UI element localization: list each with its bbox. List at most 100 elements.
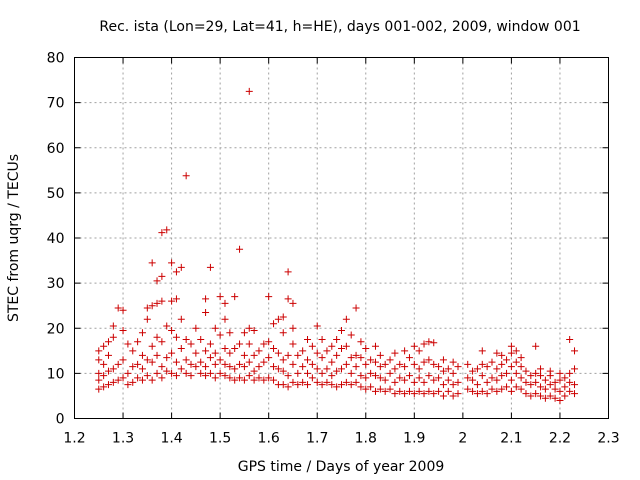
data-point [488, 374, 496, 382]
y-tick-labels: 0 10 20 30 40 50 60 70 80 [47, 51, 65, 428]
data-point [381, 376, 389, 384]
data-point [129, 378, 137, 386]
data-point [522, 378, 530, 386]
data-point [318, 336, 326, 344]
data-point [177, 263, 185, 271]
plot-frame [74, 57, 609, 419]
data-point [478, 360, 486, 368]
data-point [216, 293, 224, 301]
data-point [556, 369, 564, 377]
data-point [206, 263, 214, 271]
data-point [401, 347, 409, 355]
data-point [168, 369, 176, 377]
data-point [129, 363, 137, 371]
data-point [187, 372, 195, 380]
data-point [532, 369, 540, 377]
data-point [551, 385, 559, 393]
data-point [571, 365, 579, 373]
data-point [551, 394, 559, 402]
data-point [522, 367, 530, 375]
data-point [493, 376, 501, 384]
data-point [206, 354, 214, 362]
data-point [270, 363, 278, 371]
data-point [240, 363, 248, 371]
data-point [367, 356, 375, 364]
data-point [192, 363, 200, 371]
data-point [226, 329, 234, 337]
data-point [313, 322, 321, 330]
x-tick-label: 1.6 [258, 431, 280, 447]
chart-title: Rec. ista (Lon=29, Lat=41, h=HE), days 0… [99, 19, 580, 35]
data-point [371, 387, 379, 395]
data-point [498, 360, 506, 368]
data-point [294, 381, 302, 389]
data-point [231, 345, 239, 353]
data-point [168, 327, 176, 335]
data-point [435, 387, 443, 395]
data-point [104, 367, 112, 375]
data-point [226, 374, 234, 382]
data-point [420, 390, 428, 398]
data-point [333, 336, 341, 344]
data-point [537, 372, 545, 380]
data-point [405, 372, 413, 380]
data-point [95, 369, 103, 377]
data-point [221, 345, 229, 353]
data-point [158, 272, 166, 280]
data-point [104, 351, 112, 359]
x-tick-label: 2.1 [500, 431, 522, 447]
data-point [304, 369, 312, 377]
data-point [439, 381, 447, 389]
data-point [143, 372, 151, 380]
data-point [561, 374, 569, 382]
data-point [274, 349, 282, 357]
data-point [124, 369, 132, 377]
data-point [245, 324, 253, 332]
data-point [444, 376, 452, 384]
data-point [323, 347, 331, 355]
x-tick-label: 1.8 [355, 431, 377, 447]
data-point [473, 390, 481, 398]
data-point [556, 376, 564, 384]
data-point [119, 327, 127, 335]
data-point [270, 345, 278, 353]
data-point [265, 374, 273, 382]
data-point [328, 372, 336, 380]
data-point [304, 356, 312, 364]
data-point [255, 374, 263, 382]
data-point [211, 324, 219, 332]
data-point [158, 338, 166, 346]
data-point [240, 329, 248, 337]
data-point [260, 358, 268, 366]
data-point [202, 347, 210, 355]
data-point [357, 372, 365, 380]
x-tick-label: 1.3 [112, 431, 134, 447]
data-point [410, 342, 418, 350]
data-point [498, 351, 506, 359]
data-point [294, 369, 302, 377]
data-point [410, 390, 418, 398]
data-point [172, 372, 180, 380]
data-point [420, 358, 428, 366]
data-point [551, 378, 559, 386]
data-point [158, 229, 166, 237]
data-point [168, 349, 176, 357]
data-point [143, 356, 151, 364]
data-point [454, 378, 462, 386]
x-tick-label: 1.2 [63, 431, 85, 447]
data-point [202, 295, 210, 303]
data-point [439, 367, 447, 375]
data-point [410, 378, 418, 386]
data-point [396, 360, 404, 368]
data-point [478, 347, 486, 355]
data-point [396, 374, 404, 382]
data-point [347, 354, 355, 362]
data-point [245, 87, 253, 95]
data-point [95, 385, 103, 393]
data-point [391, 390, 399, 398]
data-point [493, 365, 501, 373]
data-point [236, 360, 244, 368]
data-point [163, 322, 171, 330]
data-point [143, 315, 151, 323]
